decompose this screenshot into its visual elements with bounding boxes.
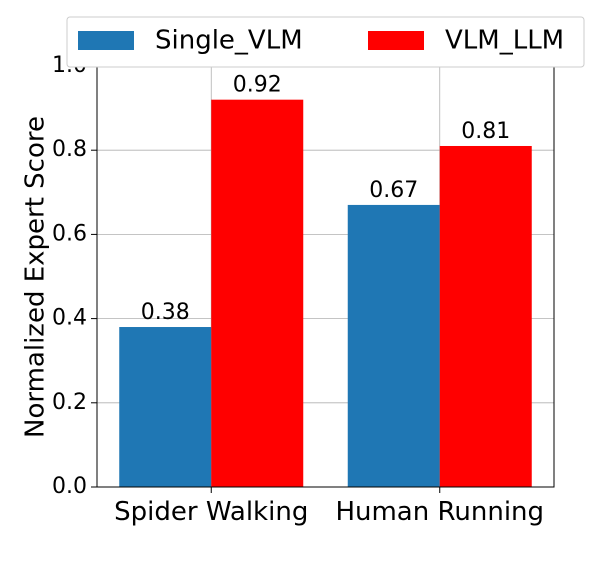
y-tick-label: 0.0: [52, 474, 87, 499]
x-tick-label: Human Running: [335, 497, 544, 527]
x-axis-ticks: Spider Walking Human Running: [114, 487, 544, 527]
bar-single-vlm: [119, 327, 212, 487]
y-tick-label: 0.8: [52, 137, 87, 162]
y-tick-label: 0.4: [52, 306, 87, 331]
bar-value-label: 0.81: [461, 119, 510, 144]
legend-swatch: [78, 31, 134, 50]
bar-single-vlm: [347, 204, 440, 487]
y-axis-label: Normalized Expert Score: [21, 116, 51, 438]
bar-value-labels: 0.38 0.67 0.92 0.81: [141, 73, 510, 325]
legend-swatch: [368, 31, 424, 50]
legend-label: VLM_LLM: [445, 26, 564, 56]
bar-value-label: 0.38: [141, 300, 190, 325]
y-tick-label: 0.6: [52, 221, 87, 246]
y-axis-ticks: 0.00.20.40.60.81.0: [52, 53, 97, 499]
bar-vlm-llm: [439, 145, 532, 488]
y-tick-label: 0.2: [52, 390, 87, 415]
legend-label: Single_VLM: [155, 26, 303, 56]
legend-box: [66, 16, 585, 68]
bar-value-label: 0.67: [369, 178, 418, 203]
bars: [119, 99, 532, 488]
legend: Single_VLM VLM_LLM: [66, 16, 585, 68]
x-tick-label: Spider Walking: [114, 497, 308, 527]
bar-value-label: 0.92: [233, 73, 282, 98]
bar-vlm-llm: [211, 99, 304, 488]
